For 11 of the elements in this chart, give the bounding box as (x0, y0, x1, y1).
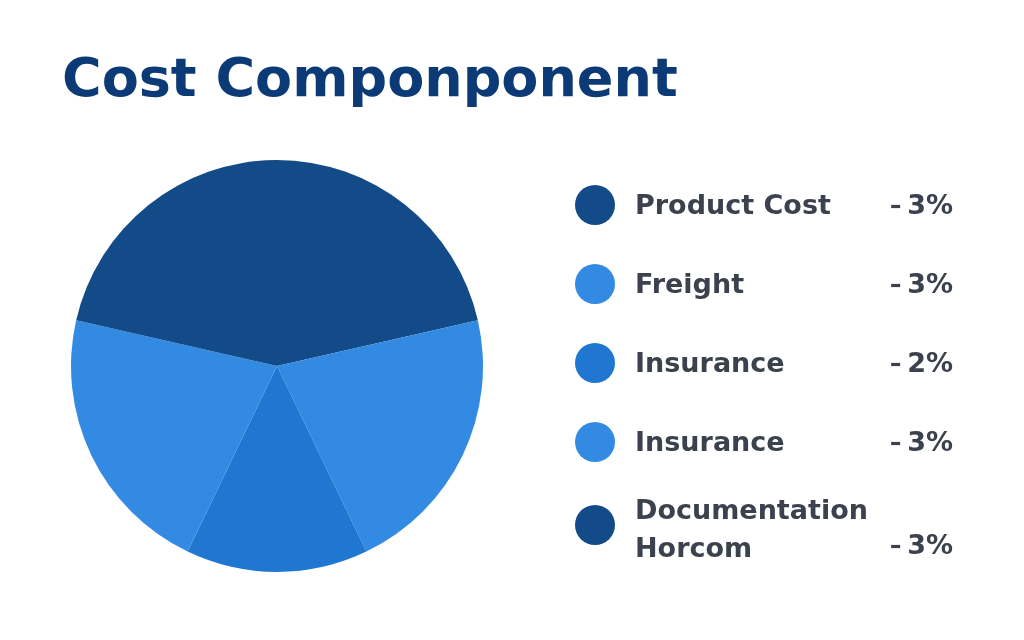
legend-label: Insurance (635, 347, 785, 379)
legend-label: Freight (635, 268, 745, 300)
legend-label: Documentation Horcom (635, 494, 868, 564)
chart-title: Cost Componponent (62, 46, 678, 109)
data-label: 3% (907, 529, 953, 561)
legend-label: Insurance (635, 426, 785, 458)
data-label: 2% (907, 347, 953, 379)
data-label: 3% (907, 189, 953, 221)
legend-label: Product Cost (635, 189, 831, 221)
data-label: 3% (907, 268, 953, 300)
data-label: 3% (907, 426, 953, 458)
